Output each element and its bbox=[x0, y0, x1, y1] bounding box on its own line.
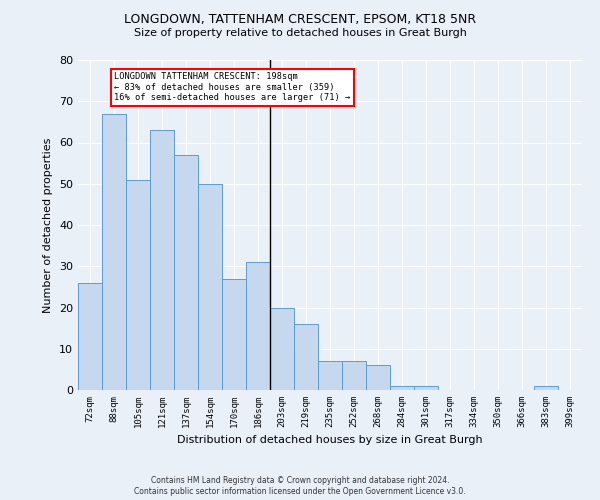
Bar bbox=[246, 262, 270, 390]
Bar bbox=[366, 365, 390, 390]
Text: LONGDOWN, TATTENHAM CRESCENT, EPSOM, KT18 5NR: LONGDOWN, TATTENHAM CRESCENT, EPSOM, KT1… bbox=[124, 12, 476, 26]
Text: Contains public sector information licensed under the Open Government Licence v3: Contains public sector information licen… bbox=[134, 488, 466, 496]
X-axis label: Distribution of detached houses by size in Great Burgh: Distribution of detached houses by size … bbox=[177, 436, 483, 446]
Bar bbox=[294, 324, 318, 390]
Text: Contains HM Land Registry data © Crown copyright and database right 2024.: Contains HM Land Registry data © Crown c… bbox=[151, 476, 449, 485]
Bar bbox=[390, 386, 414, 390]
Bar bbox=[174, 155, 198, 390]
Bar bbox=[342, 361, 366, 390]
Bar bbox=[270, 308, 294, 390]
Bar bbox=[126, 180, 150, 390]
Y-axis label: Number of detached properties: Number of detached properties bbox=[43, 138, 53, 312]
Bar bbox=[318, 361, 342, 390]
Bar bbox=[222, 278, 246, 390]
Bar bbox=[414, 386, 438, 390]
Bar bbox=[534, 386, 558, 390]
Bar bbox=[102, 114, 126, 390]
Bar bbox=[198, 184, 222, 390]
Bar bbox=[78, 283, 102, 390]
Text: Size of property relative to detached houses in Great Burgh: Size of property relative to detached ho… bbox=[134, 28, 466, 38]
Text: LONGDOWN TATTENHAM CRESCENT: 198sqm
← 83% of detached houses are smaller (359)
1: LONGDOWN TATTENHAM CRESCENT: 198sqm ← 83… bbox=[114, 72, 350, 102]
Bar bbox=[150, 130, 174, 390]
